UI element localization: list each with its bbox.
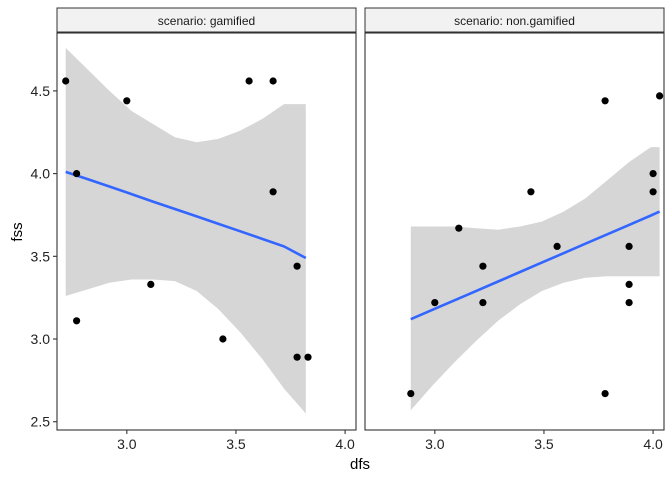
y-tick-label: 3.5 [31,248,51,264]
data-point [293,262,301,270]
facet-strip-label: scenario: gamified [158,14,255,28]
x-axis-title: dfs [350,456,370,473]
data-point [479,262,487,270]
facet-strip [364,7,665,33]
data-point [62,77,70,85]
data-point [73,317,81,325]
y-tick-label: 4.5 [31,83,51,99]
facet-strip [56,7,357,33]
data-point [479,299,487,307]
data-point [625,299,633,307]
data-point [601,97,609,105]
facet-strip-label: scenario: non.gamified [454,14,575,28]
data-point [245,77,253,85]
x-tick-label: 3.0 [117,436,137,452]
data-point [219,335,227,343]
data-point [656,92,664,100]
regression-line [65,170,307,260]
data-point [304,353,312,361]
data-point [601,390,609,398]
data-point [649,170,657,178]
data-point [455,224,463,232]
data-point [625,242,633,250]
panel-border [56,32,357,431]
y-tick-label: 3.0 [31,331,51,347]
y-axis-title: fss [9,222,26,241]
x-tick-label: 3.5 [534,436,554,452]
facet-panels: scenario: gamified 3.0 3.5 4.0 2.5 3.0 3.5 4.0 4… [31,7,665,452]
data-point [293,353,301,361]
x-tick-label: 3.5 [226,436,246,452]
data-point [269,77,277,85]
data-point [649,188,657,196]
y-tick-label: 2.5 [31,414,51,430]
data-point [123,97,131,105]
axes: dfs fss [9,222,370,473]
data-point [527,188,535,196]
data-point [269,188,277,196]
data-point [553,242,561,250]
x-tick-label: 3.0 [425,436,445,452]
facet-panel: scenario: non.gamified 3.0 3.5 4.0 [364,7,665,452]
data-point [407,390,415,398]
regression-line [410,210,661,321]
confidence-band [65,47,306,414]
panel-border [364,32,665,431]
facet-panel: scenario: gamified 3.0 3.5 4.0 2.5 3.0 3.5 4.0 4… [31,7,357,452]
data-point [431,299,439,307]
data-point [147,280,155,288]
x-tick-label: 4.0 [335,436,355,452]
y-tick-label: 4.0 [31,166,51,182]
confidence-band [410,147,660,411]
data-point [625,280,633,288]
x-tick-label: 4.0 [643,436,663,452]
data-point [73,170,81,178]
